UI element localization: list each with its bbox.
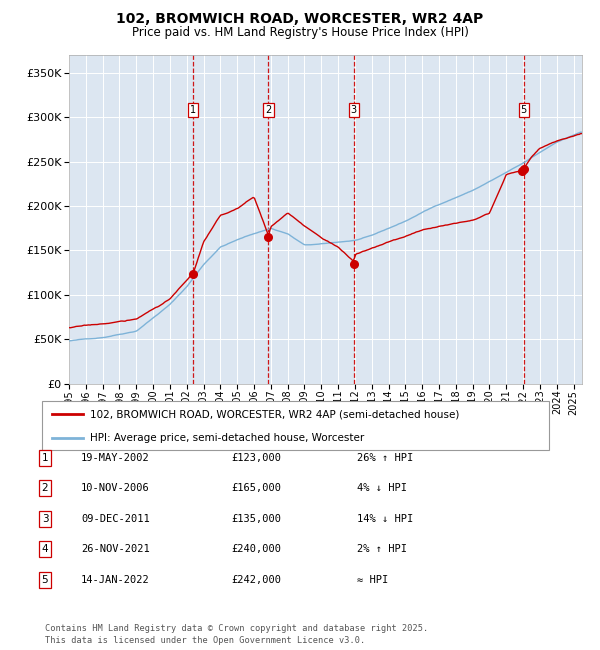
Text: 4% ↓ HPI: 4% ↓ HPI [357,483,407,493]
Text: 5: 5 [41,575,49,585]
Text: 09-DEC-2011: 09-DEC-2011 [81,514,150,524]
Text: This data is licensed under the Open Government Licence v3.0.: This data is licensed under the Open Gov… [45,636,365,645]
Text: £165,000: £165,000 [231,483,281,493]
Text: 4: 4 [41,544,49,554]
Text: 1: 1 [41,452,49,463]
Text: ≈ HPI: ≈ HPI [357,575,388,585]
Text: £242,000: £242,000 [231,575,281,585]
Text: 26-NOV-2021: 26-NOV-2021 [81,544,150,554]
Text: 2% ↑ HPI: 2% ↑ HPI [357,544,407,554]
Text: 5: 5 [521,105,527,115]
Text: 102, BROMWICH ROAD, WORCESTER, WR2 4AP (semi-detached house): 102, BROMWICH ROAD, WORCESTER, WR2 4AP (… [90,410,460,419]
Text: 102, BROMWICH ROAD, WORCESTER, WR2 4AP: 102, BROMWICH ROAD, WORCESTER, WR2 4AP [116,12,484,26]
Text: 26% ↑ HPI: 26% ↑ HPI [357,452,413,463]
Text: 1: 1 [190,105,196,115]
Text: 2: 2 [265,105,272,115]
Text: 2: 2 [41,483,49,493]
Text: 3: 3 [41,514,49,524]
Text: 10-NOV-2006: 10-NOV-2006 [81,483,150,493]
Text: £135,000: £135,000 [231,514,281,524]
Text: 14-JAN-2022: 14-JAN-2022 [81,575,150,585]
Text: £123,000: £123,000 [231,452,281,463]
Text: £240,000: £240,000 [231,544,281,554]
Text: Contains HM Land Registry data © Crown copyright and database right 2025.: Contains HM Land Registry data © Crown c… [45,624,428,633]
Text: 3: 3 [350,105,357,115]
Text: 19-MAY-2002: 19-MAY-2002 [81,452,150,463]
Text: 14% ↓ HPI: 14% ↓ HPI [357,514,413,524]
Text: HPI: Average price, semi-detached house, Worcester: HPI: Average price, semi-detached house,… [90,433,364,443]
Text: Price paid vs. HM Land Registry's House Price Index (HPI): Price paid vs. HM Land Registry's House … [131,26,469,39]
